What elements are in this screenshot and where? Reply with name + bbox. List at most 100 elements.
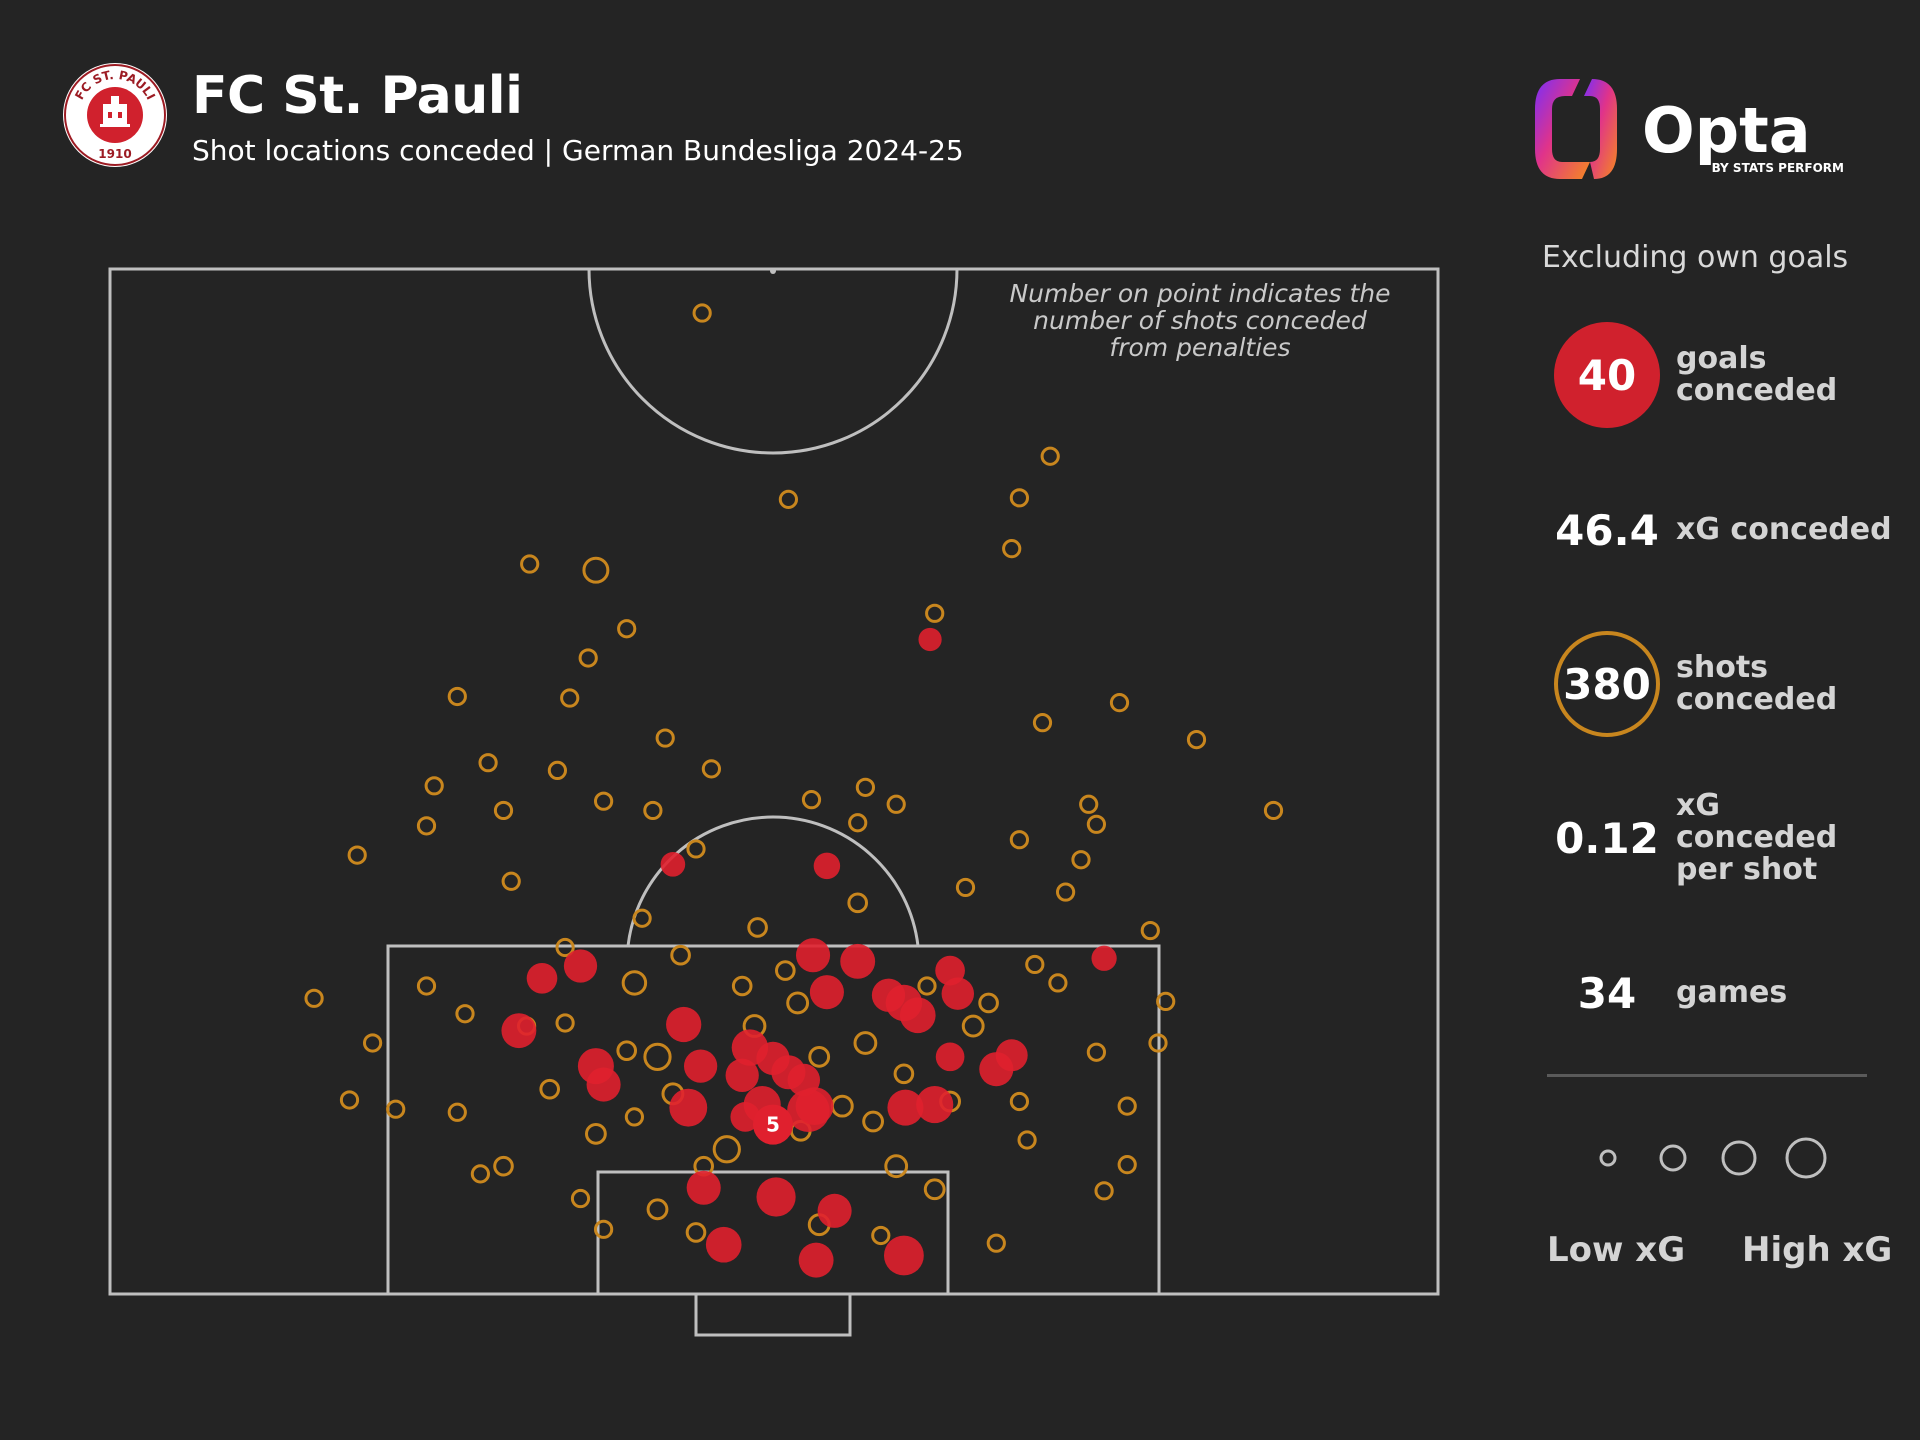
stat-xg-conceded: 46.4 xG conceded xyxy=(1552,475,1920,585)
shot-point xyxy=(386,1099,406,1119)
goals-layer xyxy=(501,627,1117,1278)
shot-point xyxy=(1048,973,1068,993)
shot-point xyxy=(1025,954,1045,975)
shot-point xyxy=(347,845,367,865)
goal-point xyxy=(666,1006,702,1043)
shot-point xyxy=(1186,729,1207,750)
goal-point xyxy=(795,938,831,973)
legend-low-xg: Low xG xyxy=(1547,1230,1686,1270)
shot-point xyxy=(455,1004,475,1024)
penalty-marker: 5 xyxy=(753,1104,793,1145)
shot-point xyxy=(424,776,444,796)
shot-point xyxy=(786,991,810,1015)
stat-shots-conceded: 380 shots conceded xyxy=(1552,629,1920,739)
shot-point xyxy=(670,944,691,966)
shot-point xyxy=(621,970,648,996)
shot-point xyxy=(470,1164,491,1184)
shot-point xyxy=(1009,830,1030,850)
shot-point xyxy=(1032,713,1053,733)
shot-point xyxy=(304,988,324,1008)
shot-point xyxy=(501,871,521,891)
shot-point xyxy=(593,791,614,811)
shot-point xyxy=(775,960,796,981)
shot-point xyxy=(617,619,637,639)
shot-point xyxy=(686,839,706,859)
shot-point xyxy=(923,1178,946,1201)
shot-point xyxy=(547,760,568,781)
goal-point xyxy=(787,1063,821,1097)
shot-point xyxy=(747,917,768,938)
goal-point xyxy=(995,1039,1028,1072)
shot-point xyxy=(1140,920,1160,941)
shot-point xyxy=(1009,1091,1030,1112)
shot-point xyxy=(731,975,753,997)
shot-point xyxy=(632,908,652,928)
legend-size-2 xyxy=(1659,1144,1687,1172)
shot-point xyxy=(646,1198,669,1221)
shot-point xyxy=(853,1031,878,1055)
shot-point xyxy=(886,794,906,814)
goal-point xyxy=(669,1088,708,1127)
goal-point xyxy=(883,1235,924,1276)
xg-size-legend xyxy=(1599,1137,1827,1179)
goal-point xyxy=(563,949,598,983)
goal-frame xyxy=(694,1292,852,1337)
centre-spot xyxy=(770,268,776,274)
xg-value: 46.4 xyxy=(1555,505,1659,555)
shot-point xyxy=(643,800,663,821)
penalty-goals-point xyxy=(753,1104,793,1145)
shot-point xyxy=(493,1155,514,1177)
shot-point xyxy=(593,1219,614,1239)
shot-point xyxy=(539,1078,561,1100)
games-value: 34 xyxy=(1577,968,1637,1018)
opta-wordmark: Opta xyxy=(1642,94,1811,167)
shot-point xyxy=(847,892,869,914)
goal-point xyxy=(686,1170,721,1205)
shot-point xyxy=(712,1135,741,1164)
shot-point xyxy=(830,1094,854,1118)
shot-point xyxy=(1079,794,1099,814)
goal-point xyxy=(501,1013,537,1049)
goals-label: goals conceded xyxy=(1676,341,1838,408)
shot-point xyxy=(1086,1042,1107,1062)
shot-point xyxy=(848,813,868,833)
goal-point xyxy=(887,1089,924,1126)
penalty-arc xyxy=(626,815,920,947)
shot-point xyxy=(339,1090,360,1110)
shot-point xyxy=(1002,539,1022,559)
goal-point xyxy=(705,1226,742,1263)
shot-point xyxy=(578,648,598,668)
shot-point xyxy=(555,1013,575,1033)
shot-point xyxy=(862,1110,884,1133)
stats-divider xyxy=(1547,1074,1867,1077)
shot-point xyxy=(1055,882,1076,902)
shot-point xyxy=(616,1040,638,1061)
shot-point xyxy=(362,1033,383,1053)
goal-point xyxy=(756,1177,796,1217)
goal-point xyxy=(526,962,558,994)
shot-point xyxy=(855,777,876,797)
goal-point xyxy=(817,1193,852,1228)
goal-point xyxy=(935,955,965,986)
shot-point xyxy=(1009,488,1030,508)
shot-point xyxy=(655,728,675,748)
goal-point xyxy=(730,1102,761,1132)
shot-point xyxy=(478,753,498,773)
goal-point xyxy=(899,997,936,1034)
shot-point xyxy=(808,1045,831,1068)
shot-point xyxy=(624,1107,645,1127)
goal-point xyxy=(683,1049,718,1083)
shot-point xyxy=(701,759,722,779)
goal-point xyxy=(916,1086,954,1124)
shot-point xyxy=(447,1102,467,1122)
shot-point xyxy=(643,1042,672,1071)
shot-point xyxy=(555,937,575,958)
shot-point xyxy=(893,1063,915,1085)
crest-year: 1910 xyxy=(98,147,131,161)
page-subtitle: Shot locations conceded | German Bundesl… xyxy=(192,134,964,167)
xg-label: xG conceded xyxy=(1676,512,1892,547)
shot-point xyxy=(871,1225,891,1246)
shot-point xyxy=(955,877,976,898)
shot-point xyxy=(493,800,514,821)
